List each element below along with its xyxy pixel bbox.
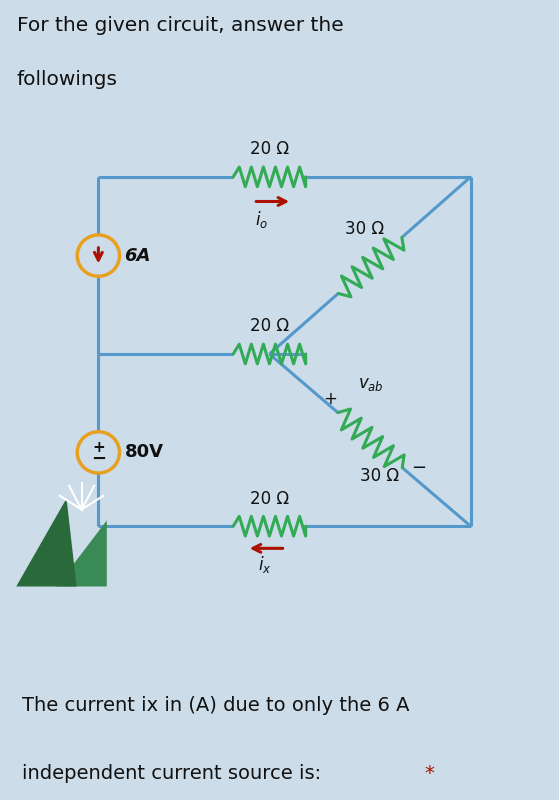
- Text: 20 Ω: 20 Ω: [250, 490, 289, 507]
- Text: $i_o$: $i_o$: [255, 209, 268, 230]
- Text: *: *: [425, 764, 435, 783]
- Text: 30 Ω: 30 Ω: [345, 220, 384, 238]
- Text: 20 Ω: 20 Ω: [250, 318, 289, 335]
- Text: −: −: [411, 458, 427, 477]
- Text: $v_{ab}$: $v_{ab}$: [358, 375, 384, 393]
- Polygon shape: [16, 498, 77, 586]
- Text: $i_x$: $i_x$: [258, 554, 271, 575]
- Text: independent current source is:: independent current source is:: [22, 764, 328, 783]
- Text: 6A: 6A: [125, 246, 151, 265]
- Text: +: +: [324, 390, 337, 408]
- Text: For the given circuit, answer the: For the given circuit, answer the: [17, 16, 344, 35]
- Text: followings: followings: [17, 70, 118, 90]
- Text: 80V: 80V: [125, 443, 164, 462]
- Text: +: +: [92, 440, 105, 455]
- Text: −: −: [91, 450, 106, 468]
- Text: 30 Ω: 30 Ω: [360, 467, 399, 485]
- Text: 20 Ω: 20 Ω: [250, 140, 289, 158]
- Polygon shape: [56, 521, 107, 586]
- Text: The current ix in (A) due to only the 6 A: The current ix in (A) due to only the 6 …: [22, 696, 410, 715]
